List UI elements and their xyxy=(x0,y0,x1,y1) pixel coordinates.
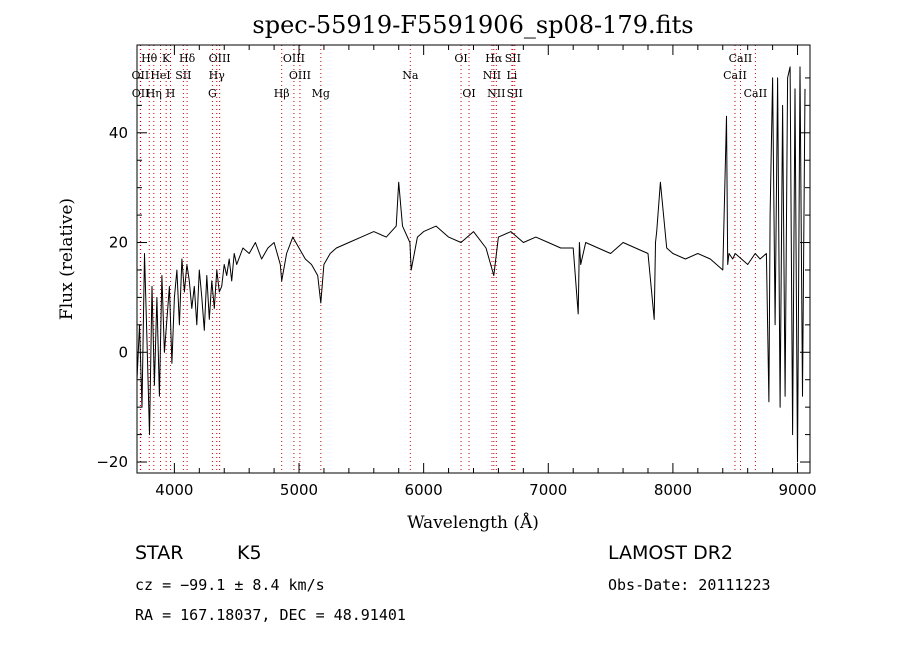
x-tick-label: 6000 xyxy=(405,481,443,499)
obs-date: Obs-Date: 20111223 xyxy=(608,576,771,594)
line-label-14: Na xyxy=(402,69,419,82)
line-label-25: NII xyxy=(487,87,505,100)
spectral-line-markers xyxy=(139,45,756,473)
object-subclass: K5 xyxy=(237,542,262,564)
line-label-4: OIII xyxy=(283,52,305,65)
line-label-3: OIII xyxy=(209,52,231,65)
line-label-2: Hδ xyxy=(179,52,196,65)
spectrum-series xyxy=(136,66,806,463)
line-label-19: Hη xyxy=(146,87,162,100)
line-label-24: OI xyxy=(462,87,475,100)
axis-ticks xyxy=(137,45,810,473)
line-label-0: Hθ xyxy=(141,52,158,65)
x-tick-label: 8000 xyxy=(654,481,692,499)
object-class: STAR xyxy=(135,542,183,564)
line-label-22: Hβ xyxy=(274,87,290,100)
line-label-6: Hα xyxy=(485,52,503,65)
spectrum-line xyxy=(136,66,806,463)
line-label-16: Li xyxy=(506,69,517,82)
line-label-20: H xyxy=(166,87,176,100)
coordinates: RA = 167.18037, DEC = 48.91401 xyxy=(135,606,406,624)
y-tick-label: 0 xyxy=(118,343,128,361)
line-label-8: CaII xyxy=(729,52,753,65)
line-label-27: CaII xyxy=(744,87,768,100)
line-label-11: SII xyxy=(175,69,191,82)
x-tick-label: 4000 xyxy=(155,481,193,499)
survey-name: LAMOST DR2 xyxy=(608,542,733,564)
line-label-1: K xyxy=(162,52,171,65)
redshift-readout: cz = −99.1 ± 8.4 km/s xyxy=(135,576,325,594)
y-tick-label: 20 xyxy=(109,234,128,252)
line-label-21: G xyxy=(208,87,217,100)
line-label-26: SII xyxy=(507,87,523,100)
y-tick-label: 40 xyxy=(109,124,128,142)
line-label-7: SII xyxy=(505,52,521,65)
line-label-12: Hγ xyxy=(209,69,226,82)
axis-tick-labels: 4000 5000 6000 7000 8000 9000 −20 0 20 40 xyxy=(96,124,816,499)
line-label-18: OII xyxy=(132,87,150,100)
x-tick-label: 7000 xyxy=(529,481,567,499)
plot-frame xyxy=(136,44,811,474)
y-axis-label: Flux (relative) xyxy=(57,198,77,320)
line-label-13: OIII xyxy=(289,69,311,82)
x-tick-label: 9000 xyxy=(778,481,816,499)
x-tick-label: 5000 xyxy=(280,481,318,499)
chart-title: spec-55919-F5591906_sp08-179.fits xyxy=(252,11,693,39)
y-tick-label: −20 xyxy=(96,453,128,471)
line-label-17: CaII xyxy=(723,69,747,82)
line-label-9: OII xyxy=(132,69,150,82)
x-axis-label: Wavelength (Å) xyxy=(407,512,539,533)
line-label-23: Mg xyxy=(312,87,330,100)
line-label-10: HeI xyxy=(150,69,170,82)
line-label-5: OI xyxy=(454,52,467,65)
line-label-15: NII xyxy=(483,69,501,82)
